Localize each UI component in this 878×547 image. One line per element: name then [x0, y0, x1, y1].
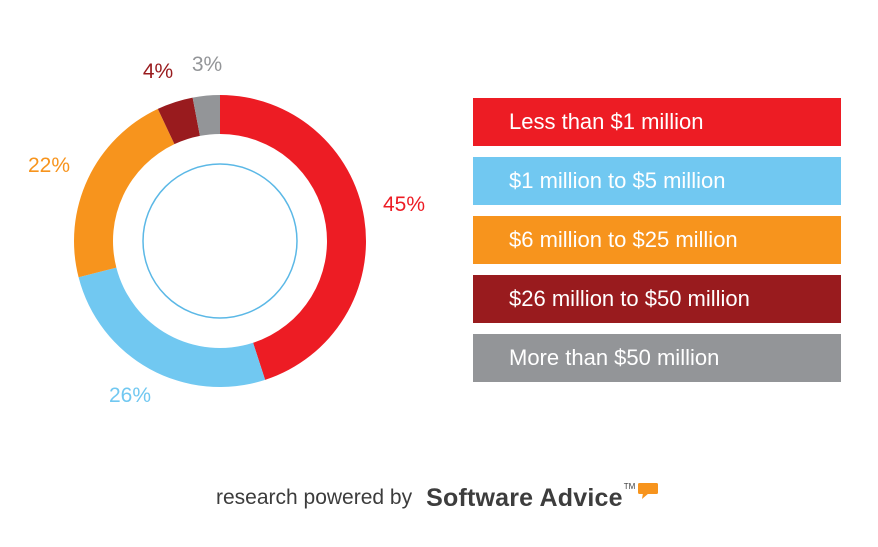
- slice-label-0: 45%: [383, 193, 425, 216]
- slice-label-1: 26%: [109, 384, 151, 407]
- slice-label-4: 3%: [192, 53, 222, 76]
- trademark-mark: TM: [623, 481, 636, 491]
- footer: research powered by Software Advice TM: [216, 481, 659, 513]
- footer-text: research powered by: [216, 486, 413, 509]
- donut-slice-3: [157, 97, 200, 145]
- legend-item-1m-to-5m: $1 million to $5 million: [473, 157, 841, 205]
- donut-slice-1: [78, 267, 266, 387]
- donut-slice-4: [192, 95, 220, 136]
- slice-label-3: 4%: [143, 60, 173, 83]
- legend-item-less-than-1m: Less than $1 million: [473, 98, 841, 146]
- legend: Less than $1 million $1 million to $5 mi…: [473, 98, 841, 393]
- legend-item-more-than-50m: More than $50 million: [473, 334, 841, 382]
- legend-item-26m-to-50m: $26 million to $50 million: [473, 275, 841, 323]
- inner-ring-circle: [142, 163, 298, 319]
- donut-slice-2: [74, 108, 175, 278]
- brand-logo-text: Software Advice: [426, 483, 623, 512]
- legend-item-6m-to-25m: $6 million to $25 million: [473, 216, 841, 264]
- donut-slice-0: [220, 95, 366, 380]
- speech-bubble-icon: [637, 483, 659, 499]
- slice-label-2: 22%: [28, 154, 70, 177]
